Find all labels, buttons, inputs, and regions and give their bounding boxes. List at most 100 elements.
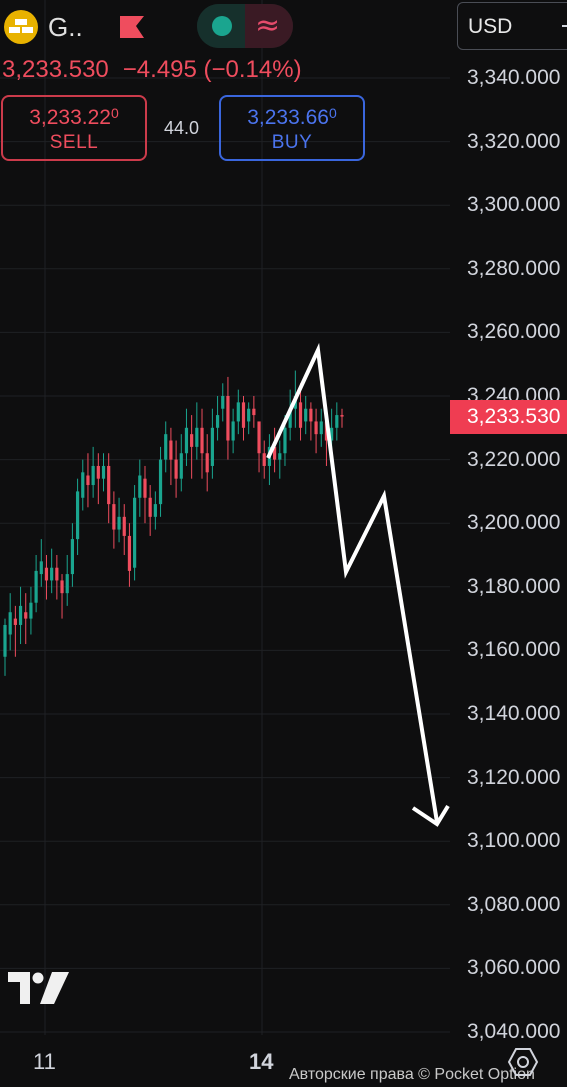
price-axis-label: 3,180.000	[467, 574, 561, 598]
candle-body	[153, 504, 157, 517]
candle-body	[184, 427, 189, 454]
candle-body	[340, 415, 344, 417]
flag-icon[interactable]	[118, 14, 146, 45]
wave-icon: ≈	[255, 8, 281, 43]
candle-body	[262, 453, 266, 466]
candle-body	[91, 465, 95, 486]
candle-body	[247, 408, 251, 422]
candle-body	[215, 415, 220, 428]
currency-select[interactable]: USD	[457, 2, 567, 50]
candle-body	[96, 465, 100, 479]
price-axis-label: 3,340.000	[467, 66, 561, 89]
gold-bars-icon[interactable]	[4, 10, 38, 44]
tradingview-logo[interactable]	[8, 972, 70, 1011]
candle-body	[298, 402, 303, 428]
candle-body	[273, 446, 277, 460]
buy-price-sup: 0	[328, 105, 337, 121]
currency-label: USD	[468, 15, 513, 38]
candle-body	[117, 516, 121, 530]
candle-body	[101, 465, 106, 479]
price-axis-label: 3,160.000	[467, 638, 561, 662]
candle-body	[8, 612, 12, 635]
candle-body	[50, 567, 54, 581]
last-price: 3,233.530	[2, 56, 109, 83]
candle-body	[283, 427, 287, 454]
candle-body	[34, 570, 38, 603]
candle-body	[174, 459, 178, 479]
price-change: −4.495 (−0.14%)	[122, 56, 302, 83]
candle-body	[195, 427, 199, 447]
candle-body	[169, 440, 173, 460]
candle-body	[81, 472, 85, 498]
chart-gridlines	[0, 0, 450, 1035]
price-axis-label: 3,140.000	[467, 702, 561, 725]
candle-body	[138, 475, 142, 498]
candle-body	[133, 497, 137, 568]
price-axis-label: 3,100.000	[467, 829, 561, 853]
candle-body	[205, 453, 209, 473]
candle-body	[158, 459, 163, 505]
candle-body	[44, 567, 49, 581]
copyright-text: Авторские права © Pocket Option	[289, 1066, 535, 1083]
candle-body	[127, 535, 132, 571]
candle-body	[164, 434, 168, 460]
toggle-dot-icon	[212, 16, 232, 36]
price-axis-label: 3,320.000	[467, 129, 561, 153]
spread-value: 44.0	[164, 118, 200, 138]
price-axis-label: 3,080.000	[467, 892, 561, 916]
settings-icon[interactable]	[507, 1046, 539, 1083]
buy-price: 3,233.66	[247, 106, 329, 129]
symbol-name[interactable]: G..	[48, 12, 83, 42]
candle-body	[107, 465, 111, 505]
candle-body	[210, 427, 214, 466]
candle-body	[39, 561, 43, 575]
price-axis-label: 3,260.000	[467, 320, 561, 344]
candle-body	[60, 580, 64, 594]
candle-body	[13, 618, 17, 625]
price-axis-label: 3,300.000	[467, 193, 561, 217]
candle-body	[29, 602, 33, 619]
sell-button[interactable]: 3,233.220 SELL	[1, 95, 147, 161]
candle-body	[86, 475, 90, 486]
sell-price: 3,233.22	[29, 106, 111, 129]
price-axis-label: 3,120.000	[467, 765, 561, 789]
time-label-14: 14	[249, 1049, 274, 1074]
candle-body	[122, 516, 126, 536]
price-axis-label: 3,220.000	[467, 447, 561, 471]
candle-body	[3, 624, 7, 657]
current-price-tag: 3,233.530	[450, 400, 567, 434]
candlestick-series	[3, 370, 344, 676]
candle-body	[278, 453, 282, 460]
arrow-head	[411, 804, 450, 827]
candle-body	[70, 539, 74, 575]
drawing-arrow-line[interactable]	[266, 342, 439, 823]
candle-body	[309, 408, 313, 422]
candle-body	[112, 504, 116, 530]
candle-body	[288, 408, 292, 428]
candle-body	[190, 434, 194, 447]
sell-label: SELL	[49, 132, 99, 153]
price-axis-label: 3,040.000	[467, 1020, 561, 1043]
sell-price-sup: 0	[110, 105, 119, 121]
candle-body	[231, 421, 235, 441]
candle-body	[252, 408, 256, 416]
candle-body	[148, 497, 152, 517]
candle-body	[75, 491, 80, 540]
candle-body	[226, 396, 230, 441]
price-axis-label: 3,200.000	[467, 511, 561, 535]
candle-body	[314, 421, 318, 435]
time-label-11: 11	[33, 1049, 56, 1074]
candle-body	[200, 427, 204, 454]
candle-body	[236, 402, 240, 422]
candle-body	[65, 574, 69, 594]
buy-button[interactable]: 3,233.660 BUY	[219, 95, 365, 161]
price-axis-label: 3,280.000	[467, 256, 561, 280]
indicator-toggle[interactable]: ≈	[197, 4, 293, 48]
candle-body	[18, 605, 23, 625]
candle-body	[24, 612, 28, 619]
candle-body	[143, 478, 147, 498]
candle-body	[304, 408, 308, 422]
candle-body	[221, 396, 225, 409]
candle-body	[241, 402, 246, 428]
